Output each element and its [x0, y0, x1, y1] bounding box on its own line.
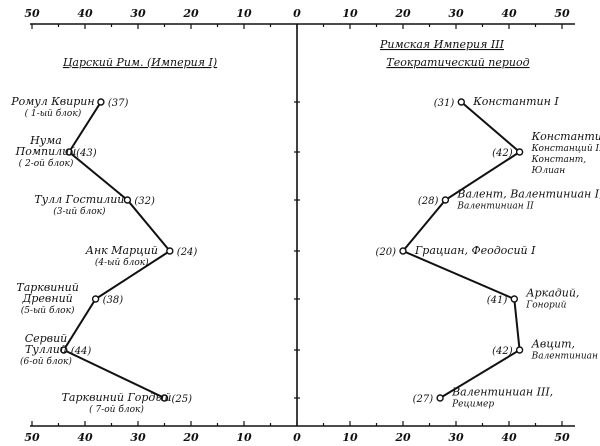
data-label: (32) — [134, 196, 155, 207]
data-point — [166, 247, 174, 255]
top-tick-label: 30 — [448, 7, 464, 20]
ruler-name: Нума — [29, 134, 62, 147]
top-tick-label: 20 — [394, 7, 411, 20]
ruler-name: Тулл Гостилий — [34, 193, 124, 206]
top-tick-label: 40 — [501, 7, 517, 20]
top-tick-label: 50 — [554, 7, 570, 20]
data-label: (28) — [418, 196, 439, 207]
ruler-name: Туллий — [25, 343, 67, 356]
ruler-name: Констанций II, — [531, 144, 600, 154]
top-tick-label: 30 — [130, 7, 146, 20]
data-point — [65, 148, 73, 156]
ruler-name: Тарквиний Гордый — [62, 391, 172, 404]
data-point — [91, 295, 100, 303]
ruler-name: Помпилий — [15, 145, 77, 158]
bottom-tick-label: 10 — [236, 431, 252, 444]
ruler-name: Юлиан — [531, 166, 566, 176]
data-point — [160, 394, 169, 402]
data-label: (38) — [103, 295, 124, 306]
ruler-name: Анк Марций — [85, 244, 158, 257]
ruler-name: Валентиниан III — [531, 352, 600, 362]
data-label: (27) — [413, 394, 434, 405]
data-point — [97, 98, 105, 106]
bottom-tick-label: 50 — [24, 431, 40, 444]
bottom-tick-label: 30 — [130, 431, 146, 444]
data-label: (37) — [108, 98, 129, 109]
right-series-title: Римская Империя III — [379, 38, 505, 51]
data-label: (41) — [487, 295, 508, 306]
right-series-subtitle: Теократический период — [386, 56, 529, 69]
data-label: (24) — [177, 247, 198, 258]
data-point — [515, 346, 524, 354]
data-point — [60, 346, 68, 354]
top-tick-label: 40 — [77, 7, 93, 20]
data-label: (43) — [76, 148, 97, 159]
data-label: (42) — [492, 346, 513, 357]
data-point — [441, 196, 450, 204]
chart-titles: Царский Рим. (Империя I) Римская Империя … — [63, 38, 530, 69]
ruler-name: Аркадий, — [525, 287, 579, 300]
ruler-name: Валентиниан II — [456, 202, 534, 212]
top-tick-label: 50 — [24, 7, 40, 20]
axes: 50 50 40 40 30 30 20 20 10 10 0 0 10 10 20 20 30 30 40 40 50… — [24, 7, 575, 444]
data-label: (31) — [434, 98, 455, 109]
data-point — [515, 148, 524, 156]
block-note: ( 2-ой блок) — [19, 158, 74, 169]
ruler-name: Древний — [21, 292, 72, 305]
ruler-name: Рецимер — [451, 400, 494, 410]
data-label: (44) — [71, 346, 92, 357]
data-point — [457, 98, 465, 106]
ruler-name: Константин I — [472, 95, 559, 108]
series-left: (37) Ромул Квирин( 1-ый блок) (43) НумаПомп… — [10, 95, 197, 415]
data-label: (20) — [375, 247, 396, 258]
data-point — [510, 295, 518, 303]
data-label: (25) — [172, 394, 193, 405]
ruler-name: Ромул Квирин — [10, 95, 94, 108]
top-tick-label: 0 — [293, 7, 301, 20]
bottom-tick-label: 30 — [448, 431, 464, 444]
left-series-title: Царский Рим. (Империя I) — [63, 56, 217, 69]
block-note: (6-ой блок) — [20, 356, 72, 367]
bottom-tick-label: 40 — [501, 431, 517, 444]
bottom-tick-label: 20 — [394, 431, 411, 444]
data-point — [436, 394, 444, 402]
data-point — [123, 196, 132, 204]
block-note: ( 1-ый блок) — [25, 108, 82, 119]
ruler-name: Грациан, Феодосий I — [414, 244, 536, 257]
block-note: (5-ый блок) — [21, 305, 75, 316]
ruler-name: Авцит, — [531, 338, 575, 351]
ruler-name: Констант, — [531, 155, 587, 165]
bottom-tick-label: 50 — [554, 431, 570, 444]
bottom-tick-label: 10 — [342, 431, 358, 444]
block-note: (3-ий блок) — [53, 206, 106, 217]
ruler-name: Сервий — [25, 332, 68, 345]
ruler-name: Тарквиний — [16, 281, 78, 294]
top-tick-label: 10 — [236, 7, 252, 20]
data-point — [399, 247, 407, 255]
block-note: ( 7-ой блок) — [89, 404, 144, 415]
ruler-name: Гонорий — [525, 301, 566, 311]
ruler-name: Валент, Валентиниан I, — [456, 188, 600, 201]
series-right: (31)Константин I(42)Константин II,Конста… — [375, 95, 600, 410]
top-tick-label: 10 — [342, 7, 358, 20]
data-label: (42) — [492, 148, 513, 159]
bottom-tick-label: 40 — [77, 431, 93, 444]
top-tick-label: 20 — [182, 7, 199, 20]
block-note: (4-ый блок) — [95, 257, 149, 268]
bottom-tick-label: 0 — [293, 431, 301, 444]
ruler-name: Валентиниан III, — [451, 386, 553, 399]
bottom-tick-label: 20 — [182, 431, 199, 444]
ruler-name: Константин II, — [531, 130, 600, 143]
